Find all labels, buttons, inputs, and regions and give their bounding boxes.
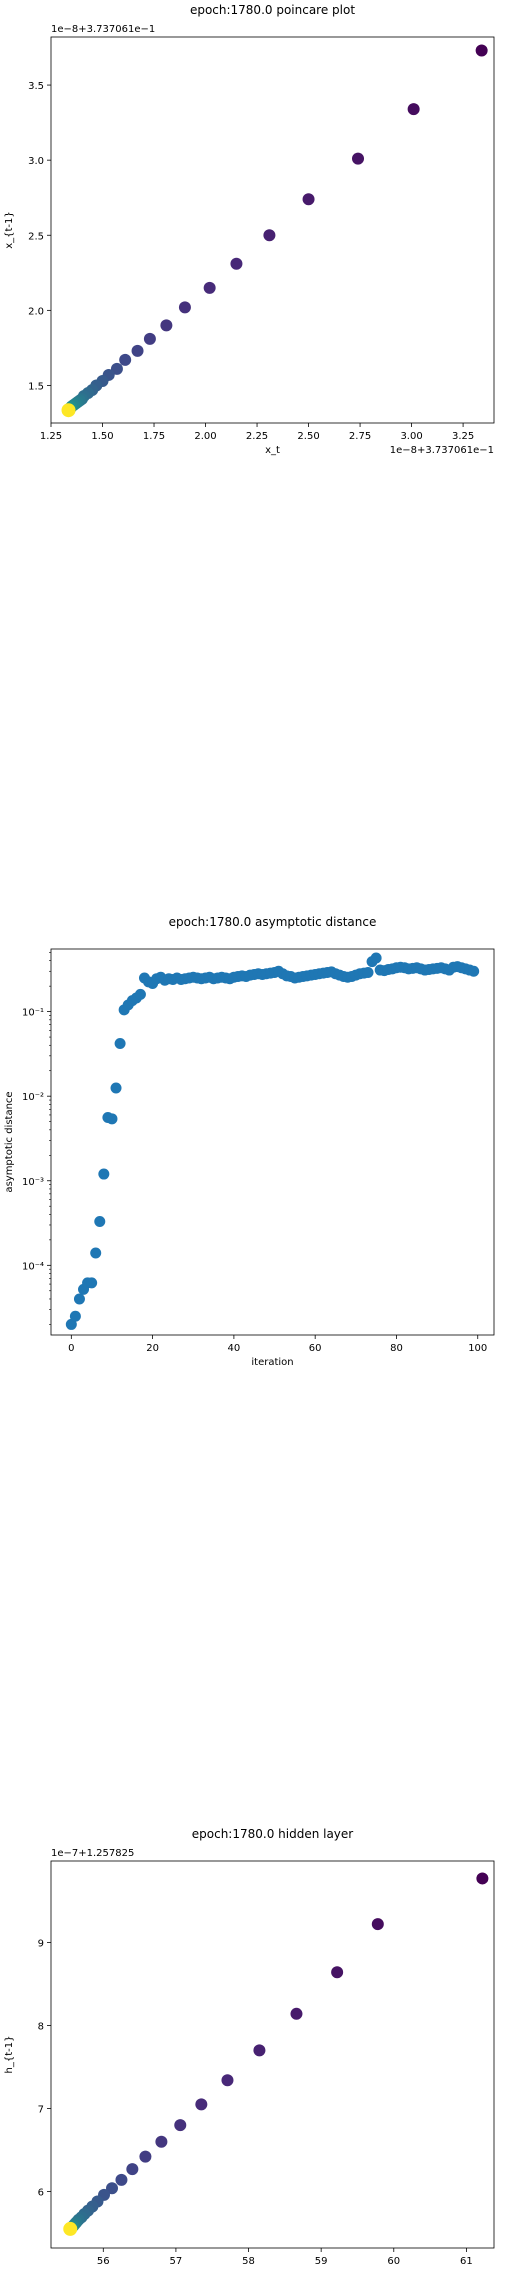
data-point: [178, 301, 191, 314]
y-offset-text: 1e−7+1.257825: [51, 1848, 134, 1859]
axes-frame: [50, 1860, 495, 2249]
data-point: [65, 1318, 77, 1330]
data-point: [331, 1966, 344, 1979]
data-point: [302, 193, 315, 206]
data-point: [174, 2119, 187, 2132]
x-tick-label: 40: [228, 1343, 241, 1354]
data-point: [106, 2182, 119, 2195]
y-offset-text: 1e−8+3.737061e−1: [51, 24, 155, 35]
x-axis-label: x_t: [265, 445, 280, 456]
x-tick-label: 61: [460, 2256, 473, 2267]
data-point: [131, 344, 144, 357]
data-point: [61, 403, 76, 418]
y-tick-label: 2.5: [28, 231, 44, 242]
data-point: [195, 2098, 208, 2111]
x-tick-label: 2.50: [297, 431, 319, 442]
axes-frame: [50, 36, 495, 424]
data-point: [203, 281, 216, 294]
data-point: [352, 152, 365, 165]
y-axis-label: x_{t-1}: [4, 211, 15, 249]
y-tick-label: 8: [38, 2021, 44, 2032]
data-point: [94, 1215, 106, 1227]
x-tick-label: 20: [146, 1343, 159, 1354]
data-point: [69, 1310, 81, 1322]
x-axis-label: iteration: [251, 1357, 293, 1368]
y-tick-label: 3.0: [28, 156, 44, 167]
x-tick-label: 3.25: [452, 431, 474, 442]
x-tick-label: 2.00: [194, 431, 216, 442]
x-tick-label: 80: [390, 1343, 403, 1354]
data-point: [476, 1872, 489, 1885]
x-tick-label: 57: [170, 2256, 183, 2267]
data-point: [119, 353, 132, 366]
data-point: [110, 1082, 122, 1094]
data-point: [134, 988, 146, 1000]
data-point: [63, 2221, 78, 2236]
x-tick-label: 2.75: [349, 431, 371, 442]
data-point: [114, 1037, 126, 1049]
y-tick-label: 10⁻⁴: [22, 1261, 44, 1272]
y-tick-label: 10⁻³: [22, 1177, 44, 1188]
x-tick-label: 60: [309, 1343, 322, 1354]
data-point: [98, 1168, 110, 1180]
x-tick-label: 3.00: [400, 431, 422, 442]
y-axis-label: h_{t-1}: [4, 2036, 15, 2074]
data-point: [86, 1277, 98, 1289]
data-point: [253, 2044, 266, 2057]
data-point: [126, 2163, 139, 2176]
y-tick-label: 9: [38, 1938, 44, 1949]
x-tick-label: 100: [468, 1343, 487, 1354]
data-point: [160, 319, 173, 332]
data-point: [221, 2074, 234, 2087]
x-tick-label: 59: [315, 2256, 328, 2267]
chart-3: epoch:1780.0 hidden layer 56 57 58 59 60 61 6 7 8…: [4, 1827, 495, 2267]
data-point: [362, 967, 374, 979]
y-tick-label: 2.0: [28, 306, 44, 317]
chart-title: epoch:1780.0 asymptotic distance: [169, 915, 377, 929]
y-tick-label: 1.5: [28, 381, 44, 392]
chart-2: epoch:1780.0 asymptotic distance 0 20 40 60 8…: [4, 915, 495, 1368]
data-point: [155, 2135, 168, 2148]
y-tick-label: 6: [38, 2188, 44, 2199]
data-point: [90, 1247, 102, 1259]
x-tick-label: 2.25: [246, 431, 268, 442]
y-tick-label: 7: [38, 2104, 44, 2115]
x-tick-label: 1.50: [91, 431, 113, 442]
x-tick-label: 1.75: [143, 431, 165, 442]
data-point: [110, 362, 123, 375]
x-offset-text: 1e−8+3.737061e−1: [390, 445, 494, 456]
data-point: [106, 1113, 118, 1125]
chart-1: epoch:1780.0 poincare plot 1.25 1.50 1.75 2.…: [4, 3, 495, 456]
x-tick-label: 60: [387, 2256, 400, 2267]
y-tick-label: 10⁻¹: [22, 1008, 44, 1019]
chart-title: epoch:1780.0 hidden layer: [192, 1827, 354, 1841]
data-point: [230, 257, 243, 270]
data-point: [263, 229, 276, 242]
data-point: [115, 2173, 128, 2186]
x-tick-label: 1.25: [40, 431, 62, 442]
axes-frame: [50, 948, 495, 1336]
data-point: [139, 2150, 152, 2163]
data-point: [475, 44, 488, 57]
y-tick-label: 3.5: [28, 81, 44, 92]
data-point: [468, 965, 480, 977]
data-point: [290, 2007, 303, 2020]
chart-title: epoch:1780.0 poincare plot: [190, 3, 355, 17]
y-axis-label: asymptotic distance: [4, 1091, 15, 1192]
data-point: [407, 103, 420, 116]
data-point: [73, 1293, 85, 1305]
y-tick-label: 10⁻²: [22, 1092, 44, 1103]
data-point: [370, 952, 382, 964]
data-point: [143, 332, 156, 345]
x-tick-label: 58: [242, 2256, 255, 2267]
data-point: [371, 1918, 384, 1931]
x-tick-label: 0: [68, 1343, 74, 1354]
x-tick-label: 56: [97, 2256, 110, 2267]
